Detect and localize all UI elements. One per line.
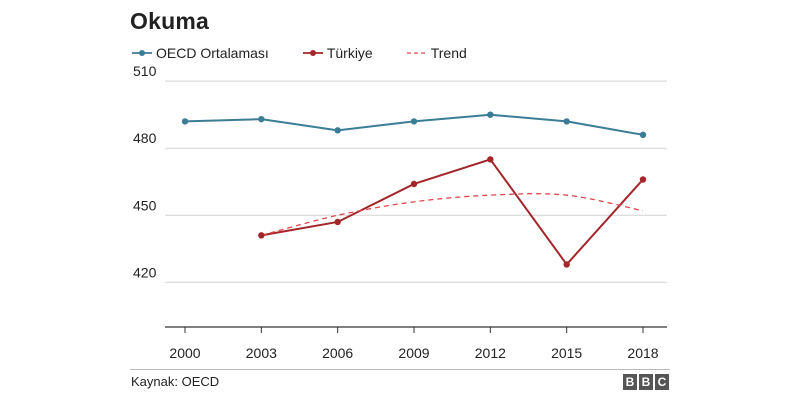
data-point-oecd-ortalamas- <box>410 118 418 125</box>
bbc-logo-letter: C <box>655 374 669 390</box>
x-axis <box>165 326 667 333</box>
x-tick-label: 2003 <box>246 345 277 361</box>
series-lines <box>184 113 644 267</box>
x-tick-label: 2012 <box>475 345 506 361</box>
series-line-t-rkiye <box>261 158 644 267</box>
x-tick-label: 2000 <box>169 345 200 361</box>
legend-item-trend: Trend <box>406 45 467 61</box>
y-tick-label: 510 <box>133 63 157 79</box>
data-point-t-rkiye <box>410 180 418 188</box>
bbc-logo-letter: B <box>623 374 637 390</box>
bbc-logo-letter: B <box>639 374 653 390</box>
bbc-logo: B B C <box>621 374 669 390</box>
x-tick-label: 2015 <box>551 345 582 361</box>
chart-title: Okuma <box>130 8 209 34</box>
footer-divider <box>130 369 670 370</box>
data-point-t-rkiye <box>258 232 265 239</box>
data-point-oecd-ortalamas- <box>258 115 265 123</box>
legend-label-trend: Trend <box>430 45 467 61</box>
legend-label-oecd: OECD Ortalaması <box>156 45 269 61</box>
data-point-oecd-ortalamas- <box>181 118 189 125</box>
data-point-oecd-ortalamas- <box>639 131 647 139</box>
y-axis-labels: 420 450 480 510 <box>133 63 157 280</box>
data-point-t-rkiye <box>487 156 494 163</box>
legend: OECD Ortalaması Türkiye Trend <box>132 44 501 62</box>
y-tick-label: 450 <box>133 197 157 213</box>
data-point-oecd-ortalamas- <box>487 111 494 118</box>
x-tick-label: 2009 <box>398 345 429 361</box>
data-point-t-rkiye <box>639 176 647 183</box>
legend-swatch-turkiye <box>302 50 323 56</box>
source-note: Kaynak: OECD <box>131 374 220 389</box>
legend-item-turkiye: Türkiye <box>302 45 373 61</box>
y-tick-label: 480 <box>133 130 157 146</box>
data-point-oecd-ortalamas- <box>563 118 570 125</box>
data-point-t-rkiye <box>334 218 341 226</box>
series-line-trend <box>261 193 644 237</box>
data-point-oecd-ortalamas- <box>334 127 341 134</box>
x-tick-label: 2018 <box>627 345 658 361</box>
series-line-oecd-ortalamas- <box>184 113 644 136</box>
legend-label-turkiye: Türkiye <box>326 45 373 61</box>
gridlines <box>165 80 667 283</box>
data-point-t-rkiye <box>563 261 570 268</box>
y-tick-label: 420 <box>133 264 157 280</box>
x-tick-label: 2006 <box>322 345 353 361</box>
x-axis-labels: 2000 2003 2006 2009 2012 2015 2018 <box>169 345 658 361</box>
series-markers <box>181 111 647 268</box>
legend-swatch-trend <box>406 52 427 54</box>
legend-swatch-oecd <box>132 50 152 56</box>
legend-item-oecd: OECD Ortalaması <box>132 45 269 61</box>
